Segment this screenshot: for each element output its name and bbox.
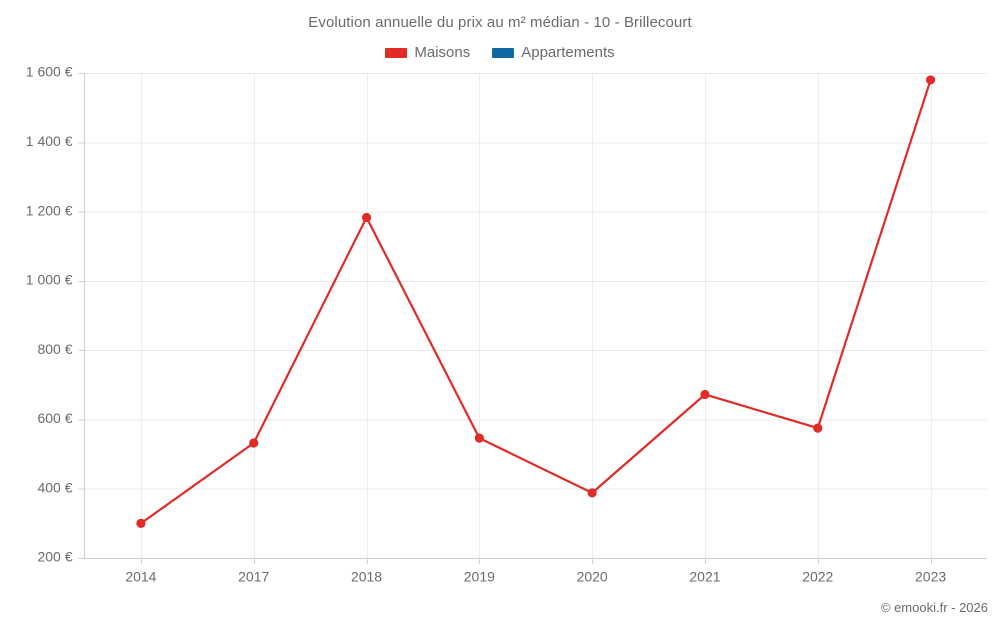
y-axis-tick-label: 1 400 € (26, 133, 73, 149)
y-axis-tick-label: 1 600 € (26, 64, 73, 80)
legend-item-maisons[interactable]: Maisons (385, 44, 470, 61)
data-point[interactable] (474, 433, 484, 443)
data-point[interactable] (813, 423, 823, 433)
x-axis-tick-label: 2019 (464, 568, 495, 584)
x-axis-tick-label: 2021 (689, 568, 720, 584)
data-point[interactable] (361, 212, 372, 223)
series-line-maisons (139, 78, 932, 525)
y-axis-tick-label: 200 € (37, 549, 72, 565)
x-axis-tick-label: 2018 (351, 568, 382, 584)
x-axis-tick-label: 2017 (238, 568, 269, 584)
x-axis-tick-label: 2023 (915, 568, 946, 584)
legend-swatch-maisons (385, 47, 408, 58)
y-axis-tick-label: 400 € (37, 479, 72, 495)
y-axis-tick-label: 800 € (37, 341, 72, 357)
chart-title: Evolution annuelle du prix au m² médian … (308, 14, 692, 31)
x-axis-tick-label: 2020 (577, 568, 608, 584)
legend-swatch-appartements (492, 47, 515, 58)
data-point[interactable] (249, 438, 259, 448)
legend-label-maisons: Maisons (414, 44, 471, 61)
data-point[interactable] (700, 389, 710, 400)
y-axis-tick-label: 600 € (37, 410, 72, 426)
y-axis-tick-label: 1 000 € (26, 272, 73, 288)
chart-legend: Maisons Appartements (0, 44, 1000, 61)
legend-item-appartements[interactable]: Appartements (492, 44, 615, 61)
x-axis-tick-label: 2014 (125, 568, 156, 584)
legend-label-appartements: Appartements (521, 44, 615, 61)
y-axis-tick-label: 1 200 € (26, 202, 73, 218)
data-point[interactable] (587, 488, 597, 498)
copyright-credit: © emooki.fr - 2026 (880, 600, 988, 615)
data-point[interactable] (925, 75, 936, 85)
x-axis-tick-label: 2022 (802, 568, 833, 584)
data-point[interactable] (136, 518, 146, 528)
